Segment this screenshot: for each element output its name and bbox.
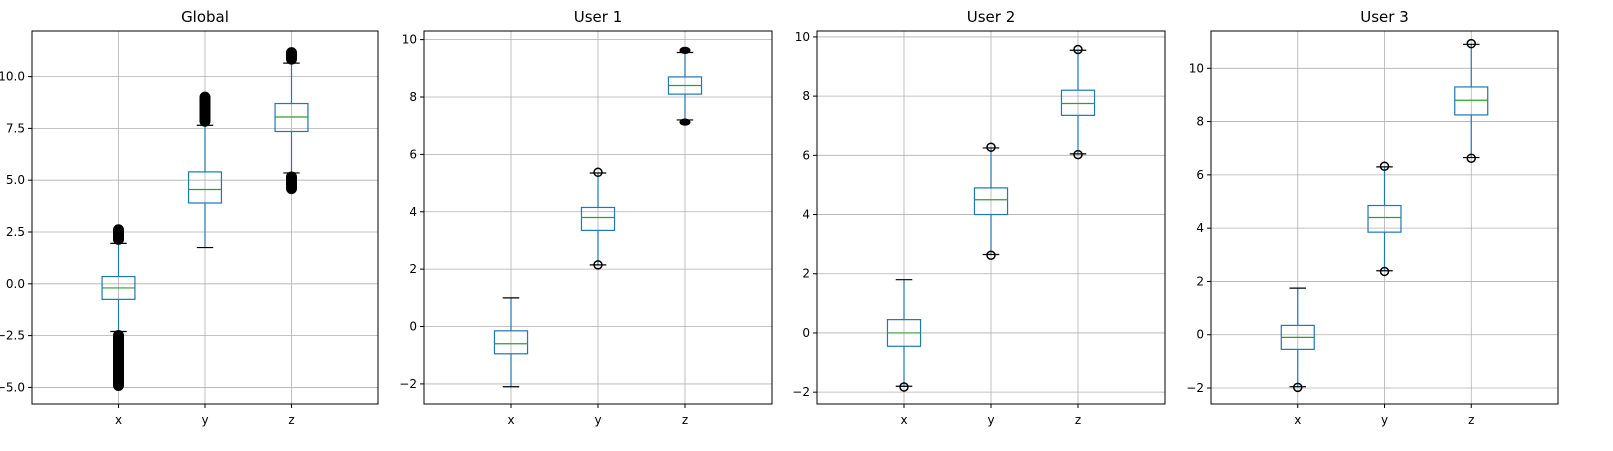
x-tick-label: x [900, 413, 907, 427]
y-tick-label: 4 [409, 205, 417, 219]
y-tick-label: 10.0 [0, 70, 25, 84]
outlier-cluster [113, 224, 124, 245]
x-tick-label: x [1294, 413, 1301, 427]
box-x [1280, 287, 1315, 393]
panel-title: User 1 [574, 8, 623, 26]
box-iqr [973, 187, 1009, 216]
panel-title: User 2 [967, 8, 1016, 26]
y-tick-label: 10 [402, 33, 417, 47]
box-y [187, 91, 223, 249]
x-tick-label: y [987, 413, 994, 427]
box-z [667, 46, 703, 126]
panel-3: −2 0 2 4 6 8 10 x y z User 2 [792, 8, 1166, 427]
y-tick-label: 5.0 [6, 173, 25, 187]
panel-title: User 3 [1360, 8, 1409, 26]
y-tick-label: 6 [802, 148, 810, 162]
outlier-point [1466, 38, 1476, 49]
y-tick-label: 6 [1196, 168, 1204, 182]
x-tick-label: y [1381, 413, 1388, 427]
box-iqr [580, 206, 616, 232]
outlier-cluster [679, 46, 691, 55]
outlier-point [1293, 382, 1303, 393]
y-tick-label: −2 [1186, 381, 1204, 395]
y-tick-label: 2 [1196, 274, 1204, 288]
box-y [1367, 161, 1402, 277]
y-tick-label: 8 [802, 89, 810, 103]
panel-1: −5.0 −2.5 0.0 2.5 5.0 7.5 10.0 x y z Global [0, 8, 379, 427]
box-iqr [1454, 86, 1489, 116]
y-tick-label: 7.5 [6, 121, 25, 135]
x-tick-label: z [682, 413, 688, 427]
y-tick-label: 8 [409, 90, 417, 104]
outlier-point [899, 382, 909, 392]
x-tick-label: z [1075, 413, 1081, 427]
box-iqr [1367, 204, 1402, 233]
outlier-point [1379, 161, 1390, 171]
outlier-point [1379, 266, 1390, 277]
box-z [1060, 44, 1096, 160]
outlier-point [1073, 44, 1083, 55]
y-tick-label: 4 [802, 208, 810, 222]
y-tick-label: 4 [1196, 221, 1204, 235]
y-tick-label: 2 [802, 267, 810, 281]
y-tick-label: 6 [409, 147, 417, 161]
x-tick-label: y [594, 413, 601, 427]
y-tick-label: 2.5 [6, 225, 25, 239]
outlier-point [1073, 149, 1083, 160]
outlier-cluster [199, 91, 211, 127]
x-tick-label: x [115, 413, 122, 427]
outlier-point [593, 260, 603, 270]
box-z [1454, 38, 1489, 163]
y-tick-label: −2.5 [0, 329, 25, 343]
y-tick-label: −5.0 [0, 380, 25, 394]
y-tick-label: −2 [399, 377, 417, 391]
outlier-cluster [286, 171, 297, 195]
y-tick-label: 8 [1196, 115, 1204, 129]
y-tick-label: 0 [802, 326, 810, 340]
x-tick-label: z [288, 413, 294, 427]
y-tick-label: 0 [409, 320, 417, 334]
box-iqr [187, 171, 223, 204]
box-iqr [493, 330, 529, 355]
box-x [101, 224, 136, 391]
outlier-cluster [286, 47, 297, 65]
panel-title: Global [181, 8, 229, 26]
y-tick-label: −2 [792, 385, 810, 399]
panel-4: −2 0 2 4 6 8 10 x y z User 3 [1186, 8, 1559, 427]
y-tick-label: 2 [409, 262, 417, 276]
outlier-point [986, 142, 996, 152]
y-tick-label: 10 [1189, 61, 1204, 75]
y-tick-label: 0.0 [6, 277, 25, 291]
box-x [493, 297, 529, 388]
box-iqr [1060, 89, 1096, 116]
box-x [886, 279, 922, 392]
outlier-cluster [679, 118, 691, 126]
x-tick-label: z [1468, 413, 1474, 427]
x-tick-label: y [201, 413, 208, 427]
x-tick-label: x [507, 413, 514, 427]
outlier-point [593, 167, 603, 178]
panel-2: −2 0 2 4 6 8 10 x y z User 1 [399, 8, 773, 427]
outlier-point [986, 250, 996, 260]
outlier-cluster [113, 329, 124, 391]
box-z [274, 47, 309, 195]
y-tick-label: 0 [1196, 328, 1204, 342]
y-tick-label: 10 [795, 30, 810, 44]
box-y [580, 167, 616, 270]
outlier-point [1466, 153, 1476, 163]
box-y [973, 142, 1009, 260]
